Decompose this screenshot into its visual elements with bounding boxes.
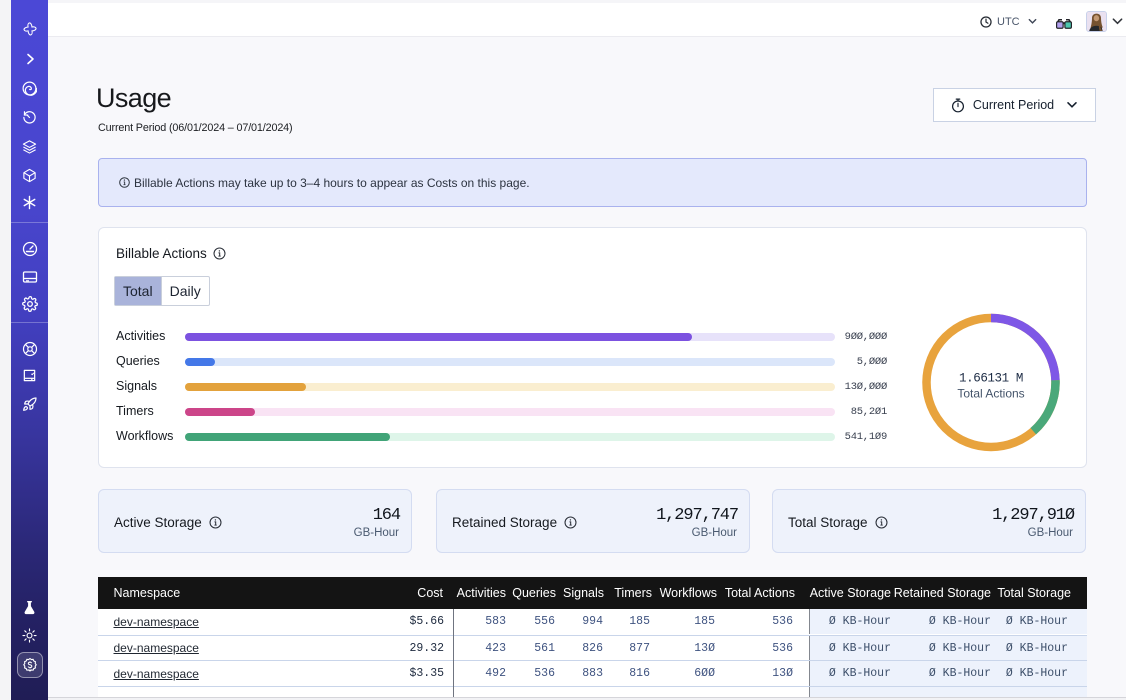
svg-text:1.66131 M: 1.66131 M [959,372,1023,386]
svg-text:Total Actions: Total Actions [957,387,1024,401]
